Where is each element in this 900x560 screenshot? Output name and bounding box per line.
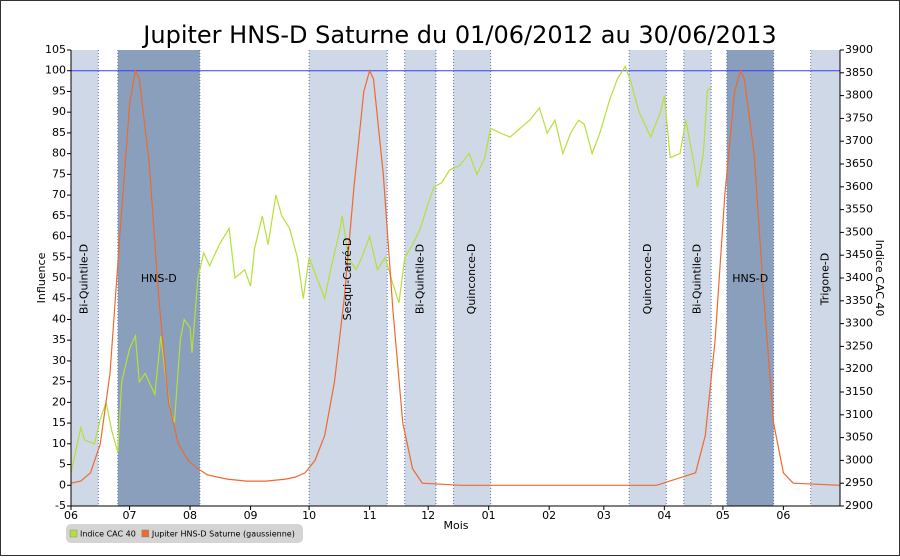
x-tick-label: 08 — [183, 509, 197, 522]
y2-tick-label: 3150 — [845, 385, 873, 398]
y-tick-label: 85 — [52, 126, 66, 139]
period-band — [810, 50, 840, 506]
y2-tick-label: 3750 — [845, 111, 873, 124]
legend — [66, 524, 303, 543]
chart-title: Jupiter HNS-D Saturne du 01/06/2012 au 3… — [141, 21, 776, 49]
y-tick-label: 45 — [52, 292, 66, 305]
series-line — [70, 68, 841, 486]
legend-swatch — [141, 529, 150, 538]
y2-tick-label: 3300 — [845, 317, 873, 330]
y2-tick-label: 3450 — [845, 248, 873, 261]
period-band — [71, 50, 99, 506]
y-tick-label: 5 — [59, 458, 66, 471]
y-tick-label: 75 — [52, 167, 66, 180]
y2-tick-label: 2900 — [845, 499, 873, 512]
period-label: Trigone-D — [818, 253, 831, 307]
period-band — [453, 50, 491, 506]
x-tick-label: 01 — [482, 509, 496, 522]
x-tick-label: 11 — [363, 509, 377, 522]
y-tick-label: 20 — [52, 395, 66, 408]
x-tick-label: 06 — [64, 509, 78, 522]
y-tick-label: 10 — [52, 437, 66, 450]
y2-tick-label: 2950 — [845, 476, 873, 489]
y2-axis-label: Indice CAC 40 — [873, 240, 886, 317]
y-tick-label: 35 — [52, 333, 66, 346]
x-tick-label: 09 — [244, 509, 258, 522]
y-tick-label: 30 — [52, 354, 66, 367]
y-tick-label: 0 — [59, 478, 66, 491]
period-band — [117, 50, 200, 506]
period-label: Quinconce-D — [641, 244, 654, 315]
y2-tick-label: 3000 — [845, 453, 873, 466]
period-label: Bi-Quintile-D — [413, 244, 426, 314]
y2-tick-label: 3350 — [845, 294, 873, 307]
period-label: HNS-D — [141, 272, 177, 285]
y2-tick-label: 3800 — [845, 89, 873, 102]
x-tick-label: 07 — [123, 509, 137, 522]
y-axis-label: Influence — [35, 252, 48, 303]
y-tick-label: -5 — [55, 499, 66, 512]
x-tick-label: 10 — [302, 509, 316, 522]
y-tick-label: 105 — [45, 43, 66, 56]
y2-tick-label: 3550 — [845, 203, 873, 216]
x-tick-label: 06 — [776, 509, 790, 522]
period-label: Bi-Quintile-D — [691, 244, 704, 314]
y-tick-label: 95 — [52, 84, 66, 97]
y2-tick-label: 3500 — [845, 225, 873, 238]
y2-tick-label: 3050 — [845, 431, 873, 444]
y-tick-label: 100 — [45, 64, 66, 77]
period-label: Bi-Quintile-D — [78, 244, 91, 314]
period-band — [404, 50, 436, 506]
y2-tick-label: 3900 — [845, 43, 873, 56]
series-line — [70, 65, 712, 474]
y2-tick-label: 3100 — [845, 408, 873, 421]
y-tick-label: 25 — [52, 375, 66, 388]
x-tick-label: 05 — [716, 509, 730, 522]
period-band — [629, 50, 667, 506]
y2-tick-label: 3250 — [845, 339, 873, 352]
period-label: HNS-D — [732, 272, 768, 285]
y-tick-label: 50 — [52, 271, 66, 284]
period-band — [309, 50, 388, 506]
y-tick-label: 90 — [52, 105, 66, 118]
x-tick-label: 03 — [597, 509, 611, 522]
y2-tick-label: 3600 — [845, 180, 873, 193]
y2-tick-label: 3700 — [845, 134, 873, 147]
y-tick-label: 70 — [52, 188, 66, 201]
period-band — [683, 50, 712, 506]
y2-tick-label: 3650 — [845, 157, 873, 170]
y-tick-label: 65 — [52, 209, 66, 222]
legend-swatch — [69, 529, 78, 538]
legend-label: Indice CAC 40 — [80, 530, 136, 539]
x-axis-label: Mois — [443, 519, 468, 532]
x-tick-label: 12 — [421, 509, 435, 522]
y2-tick-label: 3400 — [845, 271, 873, 284]
y-tick-label: 80 — [52, 147, 66, 160]
legend-label: Jupiter HNS-D Saturne (gaussienne) — [151, 530, 295, 539]
period-label: Quinconce-D — [465, 244, 478, 315]
y2-tick-label: 3200 — [845, 362, 873, 375]
y-tick-label: 40 — [52, 312, 66, 325]
period-label: Sesqui-Carré-D — [341, 238, 354, 321]
y-tick-label: 60 — [52, 230, 66, 243]
y-tick-label: 55 — [52, 250, 66, 263]
x-tick-label: 02 — [542, 509, 556, 522]
x-tick-label: 04 — [657, 509, 671, 522]
y-tick-label: 15 — [52, 416, 66, 429]
y2-tick-label: 3850 — [845, 66, 873, 79]
